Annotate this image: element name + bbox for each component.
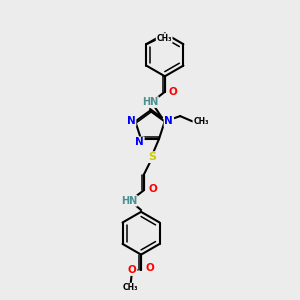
Text: O: O	[169, 87, 178, 97]
Text: N: N	[164, 116, 173, 126]
Text: HN: HN	[142, 97, 158, 107]
Text: CH₃: CH₃	[123, 284, 138, 292]
Text: N: N	[127, 116, 136, 126]
Text: O: O	[145, 263, 154, 273]
Text: CH₃: CH₃	[193, 117, 209, 126]
Text: S: S	[148, 152, 157, 162]
Text: O: O	[148, 184, 157, 194]
Text: HN: HN	[121, 196, 137, 206]
Text: N: N	[135, 137, 144, 147]
Text: O: O	[128, 265, 136, 275]
Text: CH₃: CH₃	[156, 34, 172, 43]
